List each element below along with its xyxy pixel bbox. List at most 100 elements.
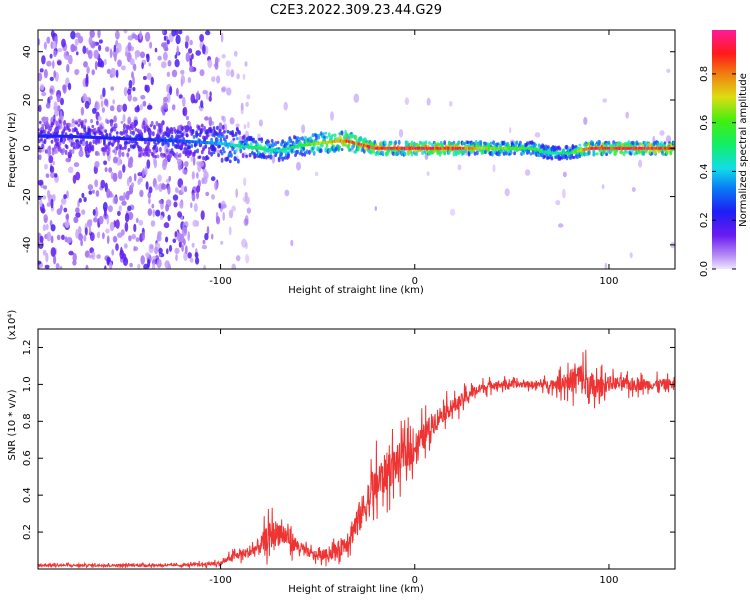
heatmap-cell <box>84 100 90 109</box>
heatmap-cell <box>76 131 79 135</box>
heatmap-cell <box>127 120 131 125</box>
heatmap-cell <box>167 133 170 138</box>
heatmap-cell <box>374 206 377 211</box>
y-tick-label: 0 <box>22 145 33 151</box>
heatmap-cell <box>226 156 230 161</box>
heatmap-cell <box>410 151 414 157</box>
heatmap-cell <box>602 98 608 103</box>
heatmap-cell <box>397 139 401 145</box>
heatmap-cell <box>120 120 124 124</box>
heatmap-cell <box>642 151 646 156</box>
heatmap-cell <box>214 56 219 66</box>
heatmap-cell <box>167 185 171 195</box>
heatmap-cell <box>75 228 79 239</box>
heatmap-cell <box>112 99 115 105</box>
heatmap-cell <box>236 73 240 80</box>
heatmap-cell <box>461 150 465 155</box>
heatmap-cell <box>168 244 173 252</box>
heatmap-cell <box>280 151 283 156</box>
heatmap-cell <box>47 124 50 128</box>
heatmap-cell <box>178 30 183 35</box>
heatmap-cell <box>43 214 48 222</box>
heatmap-cell <box>142 76 147 80</box>
heatmap-cell <box>46 231 52 242</box>
heatmap-cell <box>52 40 57 50</box>
heatmap-cell <box>166 39 170 45</box>
heatmap-cell <box>162 160 167 171</box>
heatmap-cell <box>124 212 130 223</box>
heatmap-cell <box>146 125 149 129</box>
heatmap-cell <box>249 142 253 147</box>
heatmap-cell <box>669 150 673 156</box>
heatmap-cell <box>473 151 477 156</box>
heatmap-cell <box>211 233 214 240</box>
heatmap-cell <box>174 59 180 68</box>
heatmap-cell <box>57 125 61 130</box>
heatmap-cell <box>55 132 58 135</box>
heatmap-cell <box>136 104 140 111</box>
heatmap-cell <box>53 255 57 265</box>
heatmap-cell <box>509 127 512 134</box>
heatmap-cell <box>550 157 554 161</box>
heatmap-cell <box>106 119 110 125</box>
heatmap-cell <box>208 95 212 102</box>
heatmap-cell <box>96 101 100 111</box>
heatmap-cell <box>281 156 285 162</box>
heatmap-cell <box>252 139 256 144</box>
heatmap-cell <box>643 141 647 145</box>
heatmap-cell <box>115 131 119 135</box>
heatmap-cell <box>244 191 248 199</box>
heatmap-cell <box>607 140 611 145</box>
heatmap-cell <box>103 58 107 66</box>
heatmap-cell <box>113 115 117 123</box>
heatmap-cell <box>274 140 278 147</box>
heatmap-cell <box>145 252 150 258</box>
heatmap-cell <box>492 164 496 173</box>
heatmap-cell <box>109 221 115 232</box>
heatmap-cell <box>347 143 351 147</box>
heatmap-cell <box>38 154 42 161</box>
heatmap-cell <box>207 149 211 155</box>
heatmap-cell <box>109 105 115 112</box>
heatmap-cell <box>134 52 138 61</box>
heatmap-cell <box>64 236 68 243</box>
heatmap-cell <box>101 146 105 152</box>
heatmap-cell <box>92 139 96 145</box>
heatmap-cell <box>75 207 80 214</box>
heatmap-cell <box>348 148 352 152</box>
heatmap-cell <box>188 48 193 54</box>
heatmap-cell <box>176 45 179 56</box>
heatmap-cell <box>140 255 145 265</box>
spectrogram-x-axis: -100 0 100 <box>209 30 619 287</box>
heatmap-cell <box>398 129 404 138</box>
heatmap-cell <box>190 202 193 209</box>
heatmap-cell <box>41 55 46 65</box>
heatmap-cell <box>327 132 331 138</box>
heatmap-cell <box>82 93 88 102</box>
heatmap-cell <box>168 130 172 134</box>
heatmap-cell <box>163 103 168 110</box>
heatmap-cell <box>112 156 118 164</box>
heatmap-cell <box>49 95 53 100</box>
heatmap-cell <box>109 261 113 269</box>
heatmap-cell <box>147 127 151 131</box>
heatmap-cell <box>147 141 151 147</box>
heatmap-cell <box>189 65 194 73</box>
heatmap-cell <box>143 140 147 145</box>
heatmap-cell <box>126 134 130 138</box>
heatmap-cell <box>107 205 113 213</box>
heatmap-cell <box>133 143 137 149</box>
heatmap-cell <box>114 122 118 128</box>
heatmap-cell <box>120 65 126 71</box>
heatmap-cell <box>330 111 334 121</box>
heatmap-cell <box>319 148 323 153</box>
heatmap-cell <box>583 116 588 125</box>
heatmap-cell <box>314 171 319 177</box>
heatmap-cell <box>208 116 213 127</box>
heatmap-cell <box>191 171 195 180</box>
heatmap-cell <box>170 129 174 135</box>
heatmap-cell <box>102 232 105 240</box>
heatmap-cell <box>269 154 273 160</box>
heatmap-cell <box>45 223 49 231</box>
heatmap-cell <box>163 96 168 102</box>
